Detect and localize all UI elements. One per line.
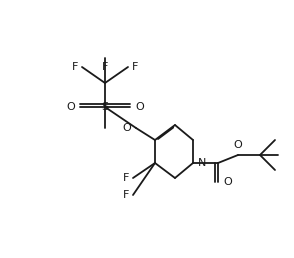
Text: N: N xyxy=(198,158,206,168)
Text: F: F xyxy=(123,190,129,200)
Text: O: O xyxy=(122,123,131,133)
Text: F: F xyxy=(123,173,129,183)
Text: F: F xyxy=(132,62,138,72)
Text: S: S xyxy=(101,102,108,112)
Text: O: O xyxy=(223,177,232,187)
Text: O: O xyxy=(135,102,144,112)
Text: O: O xyxy=(234,140,242,150)
Text: O: O xyxy=(66,102,75,112)
Text: F: F xyxy=(72,62,78,72)
Text: F: F xyxy=(102,62,108,72)
